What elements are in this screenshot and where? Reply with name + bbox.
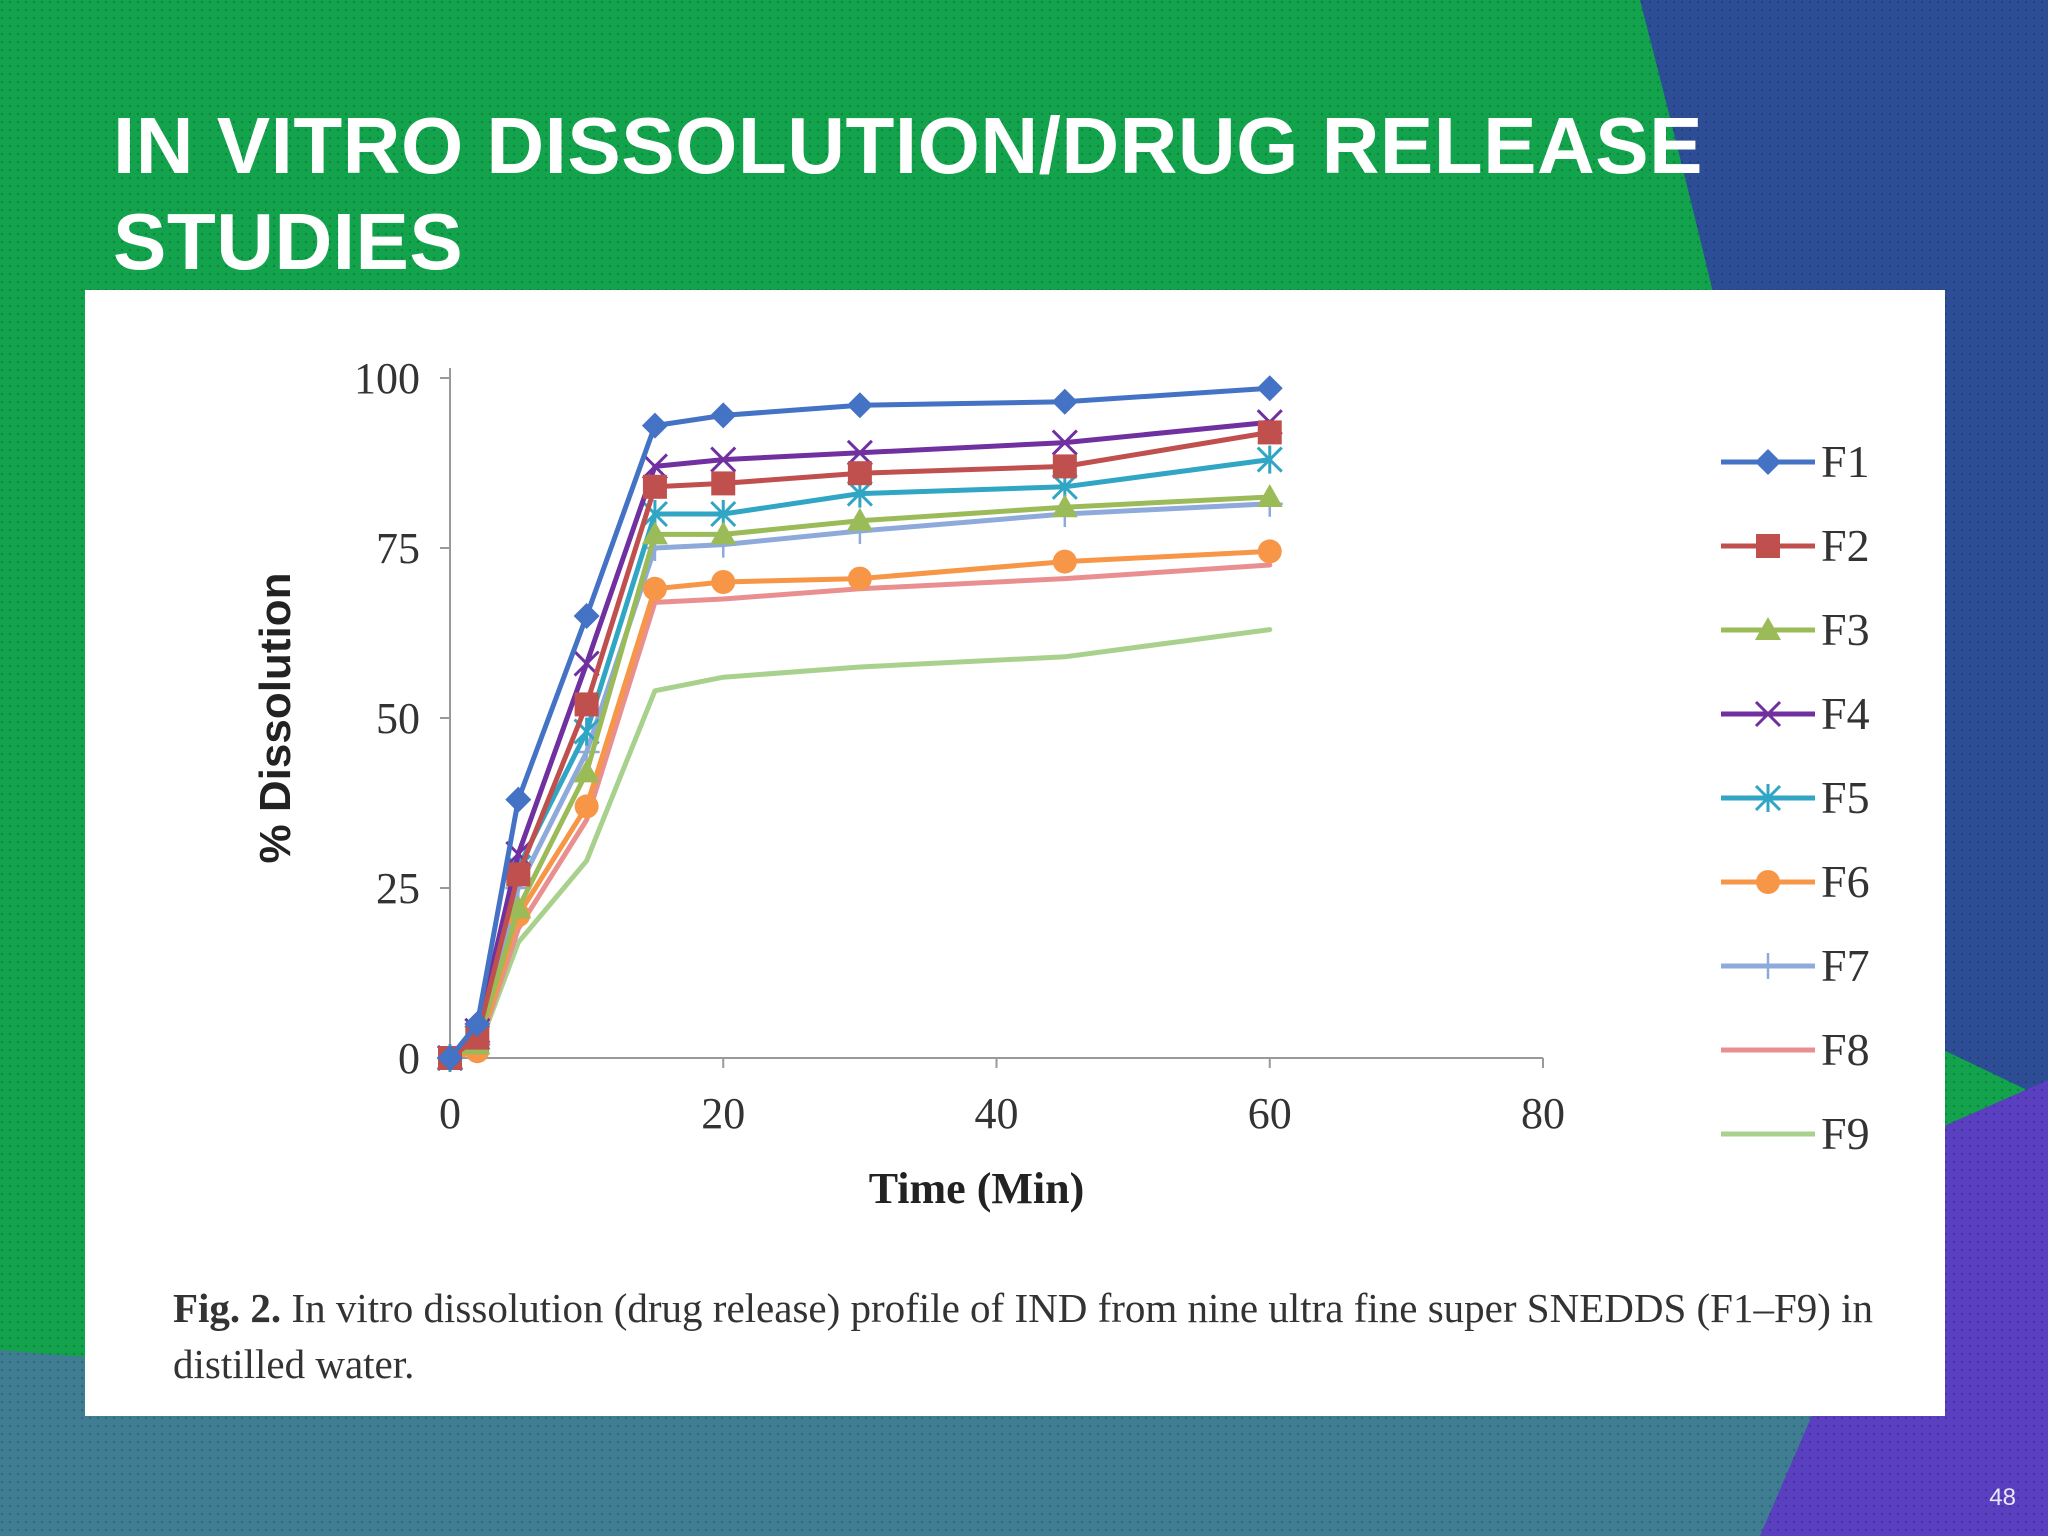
slide-title-line-1: IN VITRO DISSOLUTION/DRUG RELEASE (113, 101, 1703, 190)
y-tick-label: 0 (398, 1034, 420, 1083)
data-point-f4 (641, 453, 668, 480)
data-point-f6 (1052, 549, 1077, 574)
data-point-f3 (710, 521, 737, 545)
x-tick-label: 20 (701, 1089, 745, 1138)
data-point-f2 (847, 461, 872, 486)
data-point-f6 (1257, 539, 1282, 564)
data-point-f2 (642, 474, 667, 499)
y-tick-label: 25 (376, 864, 420, 913)
data-point-f2 (574, 692, 599, 717)
data-point-f6 (574, 794, 599, 819)
slide-title: IN VITRO DISSOLUTION/DRUG RELEASE STUDIE… (113, 98, 1763, 290)
data-point-f2 (1052, 454, 1077, 479)
data-point-f3 (505, 895, 532, 919)
data-point-f2 (1257, 420, 1282, 445)
legend-label-f5: F5 (1821, 772, 1870, 823)
data-point-f3 (846, 507, 873, 531)
data-point-f1 (505, 786, 532, 813)
data-point-f1 (437, 1045, 463, 1071)
y-tick-label: 75 (376, 524, 420, 573)
legend-marker-f6 (1756, 870, 1780, 894)
x-tick-label: 0 (439, 1089, 461, 1138)
x-tick-label: 60 (1248, 1089, 1292, 1138)
data-point-f6 (642, 576, 667, 601)
y-axis-title: % Dissolution (251, 573, 300, 864)
data-point-f5 (1256, 445, 1283, 474)
dissolution-line-chart: 0 25 50 75 100 0 20 40 60 80 Time (Min) % Dissoluti… (251, 354, 1870, 1213)
legend-label-f7: F7 (1821, 940, 1870, 991)
data-point-f1 (573, 603, 600, 629)
legend-marker-f4 (1754, 700, 1782, 728)
legend-label-f1: F1 (1821, 436, 1870, 487)
legend-marker-f7 (1755, 953, 1781, 979)
data-point-f1 (1256, 375, 1283, 402)
data-point-f3 (1051, 494, 1078, 518)
data-point-f1 (464, 1011, 491, 1037)
legend-label-f6: F6 (1821, 856, 1870, 907)
data-point-f1 (710, 402, 737, 429)
data-point-f3 (641, 521, 668, 545)
slide-number: 48 (1989, 1484, 2016, 1511)
data-point-f2 (506, 862, 531, 887)
data-point-f1 (846, 392, 873, 419)
legend-label-f9: F9 (1821, 1108, 1870, 1159)
slide-title-line-2: STUDIES (113, 197, 464, 286)
legend-marker-f1 (1755, 449, 1781, 475)
data-point-f6 (847, 566, 872, 591)
series-line-f8 (447, 562, 1273, 1061)
x-tick-label: 80 (1521, 1089, 1565, 1138)
figure-caption: Fig. 2. In vitro dissolution (drug relea… (173, 1280, 1893, 1392)
figure-panel: 0 25 50 75 100 0 20 40 60 80 Time (Min) % Dissoluti… (85, 290, 1945, 1416)
legend-label-f2: F2 (1821, 520, 1870, 571)
y-tick-label: 50 (376, 694, 420, 743)
caption-body: In vitro dissolution (drug release) prof… (173, 1285, 1874, 1387)
legend-marker-f2 (1756, 534, 1780, 558)
data-point-f4 (846, 439, 873, 466)
legend-marker-f3 (1755, 617, 1781, 640)
legend-label-f4: F4 (1821, 688, 1870, 739)
data-point-f4 (710, 446, 737, 473)
data-point-f3 (573, 759, 600, 783)
data-point-f2 (711, 471, 736, 496)
y-tick-label: 100 (354, 354, 420, 403)
x-axis-title: Time (Min) (869, 1164, 1085, 1213)
caption-lead: Fig. 2. (173, 1285, 282, 1331)
data-point-f3 (1256, 484, 1283, 507)
x-tick-label: 40 (975, 1089, 1019, 1138)
data-point-f1 (641, 412, 668, 439)
series-line-f5 (447, 457, 1273, 1061)
legend-marker-f5 (1754, 784, 1782, 812)
data-point-f1 (1051, 388, 1078, 415)
legend-label-f3: F3 (1821, 604, 1870, 655)
legend-label-f8: F8 (1821, 1024, 1870, 1075)
data-point-f4 (1051, 429, 1078, 456)
data-point-f6 (711, 570, 736, 594)
